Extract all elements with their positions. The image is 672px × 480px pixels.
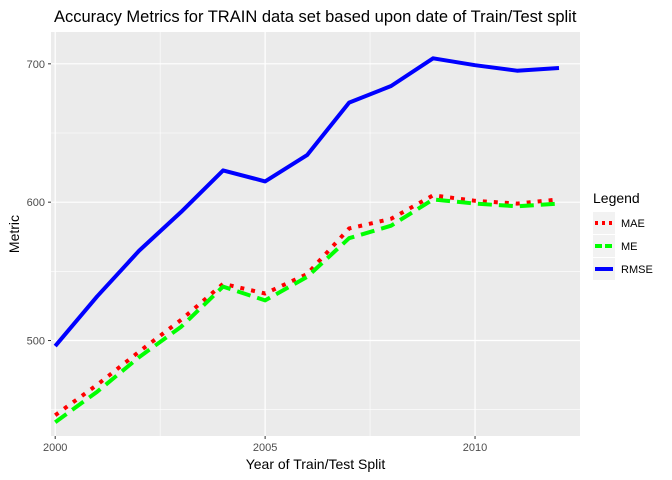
x-tick-label: 2005 [253, 442, 277, 454]
x-tick-label: 2010 [463, 442, 487, 454]
major-grid [51, 32, 580, 436]
y-axis-title: Metric [6, 215, 22, 253]
legend-key-bg [593, 235, 615, 257]
series-line-me [54, 197, 560, 424]
series-layer [53, 56, 560, 424]
y-tick-label: 600 [27, 197, 45, 209]
x-axis-title: Year of Train/Test Split [246, 456, 386, 472]
legend-title: Legend [593, 190, 640, 206]
series-line-mae [54, 193, 560, 417]
y-axis: 500 600 700 [27, 59, 51, 348]
x-tick-label: 2000 [43, 442, 67, 454]
y-tick-label: 700 [27, 59, 45, 71]
plot-panel [51, 32, 580, 436]
legend: Legend MAE ME RMSE [593, 190, 653, 280]
y-tick-label: 500 [27, 336, 45, 348]
x-axis: 2000 2005 2010 [43, 436, 487, 454]
legend-label-me: ME [621, 241, 638, 253]
chart-title: Accuracy Metrics for TRAIN data set base… [54, 8, 577, 26]
minor-grid [51, 32, 580, 436]
legend-label-rmse: RMSE [621, 264, 653, 276]
legend-label-mae: MAE [621, 218, 645, 230]
series-line-rmse [53, 56, 560, 348]
